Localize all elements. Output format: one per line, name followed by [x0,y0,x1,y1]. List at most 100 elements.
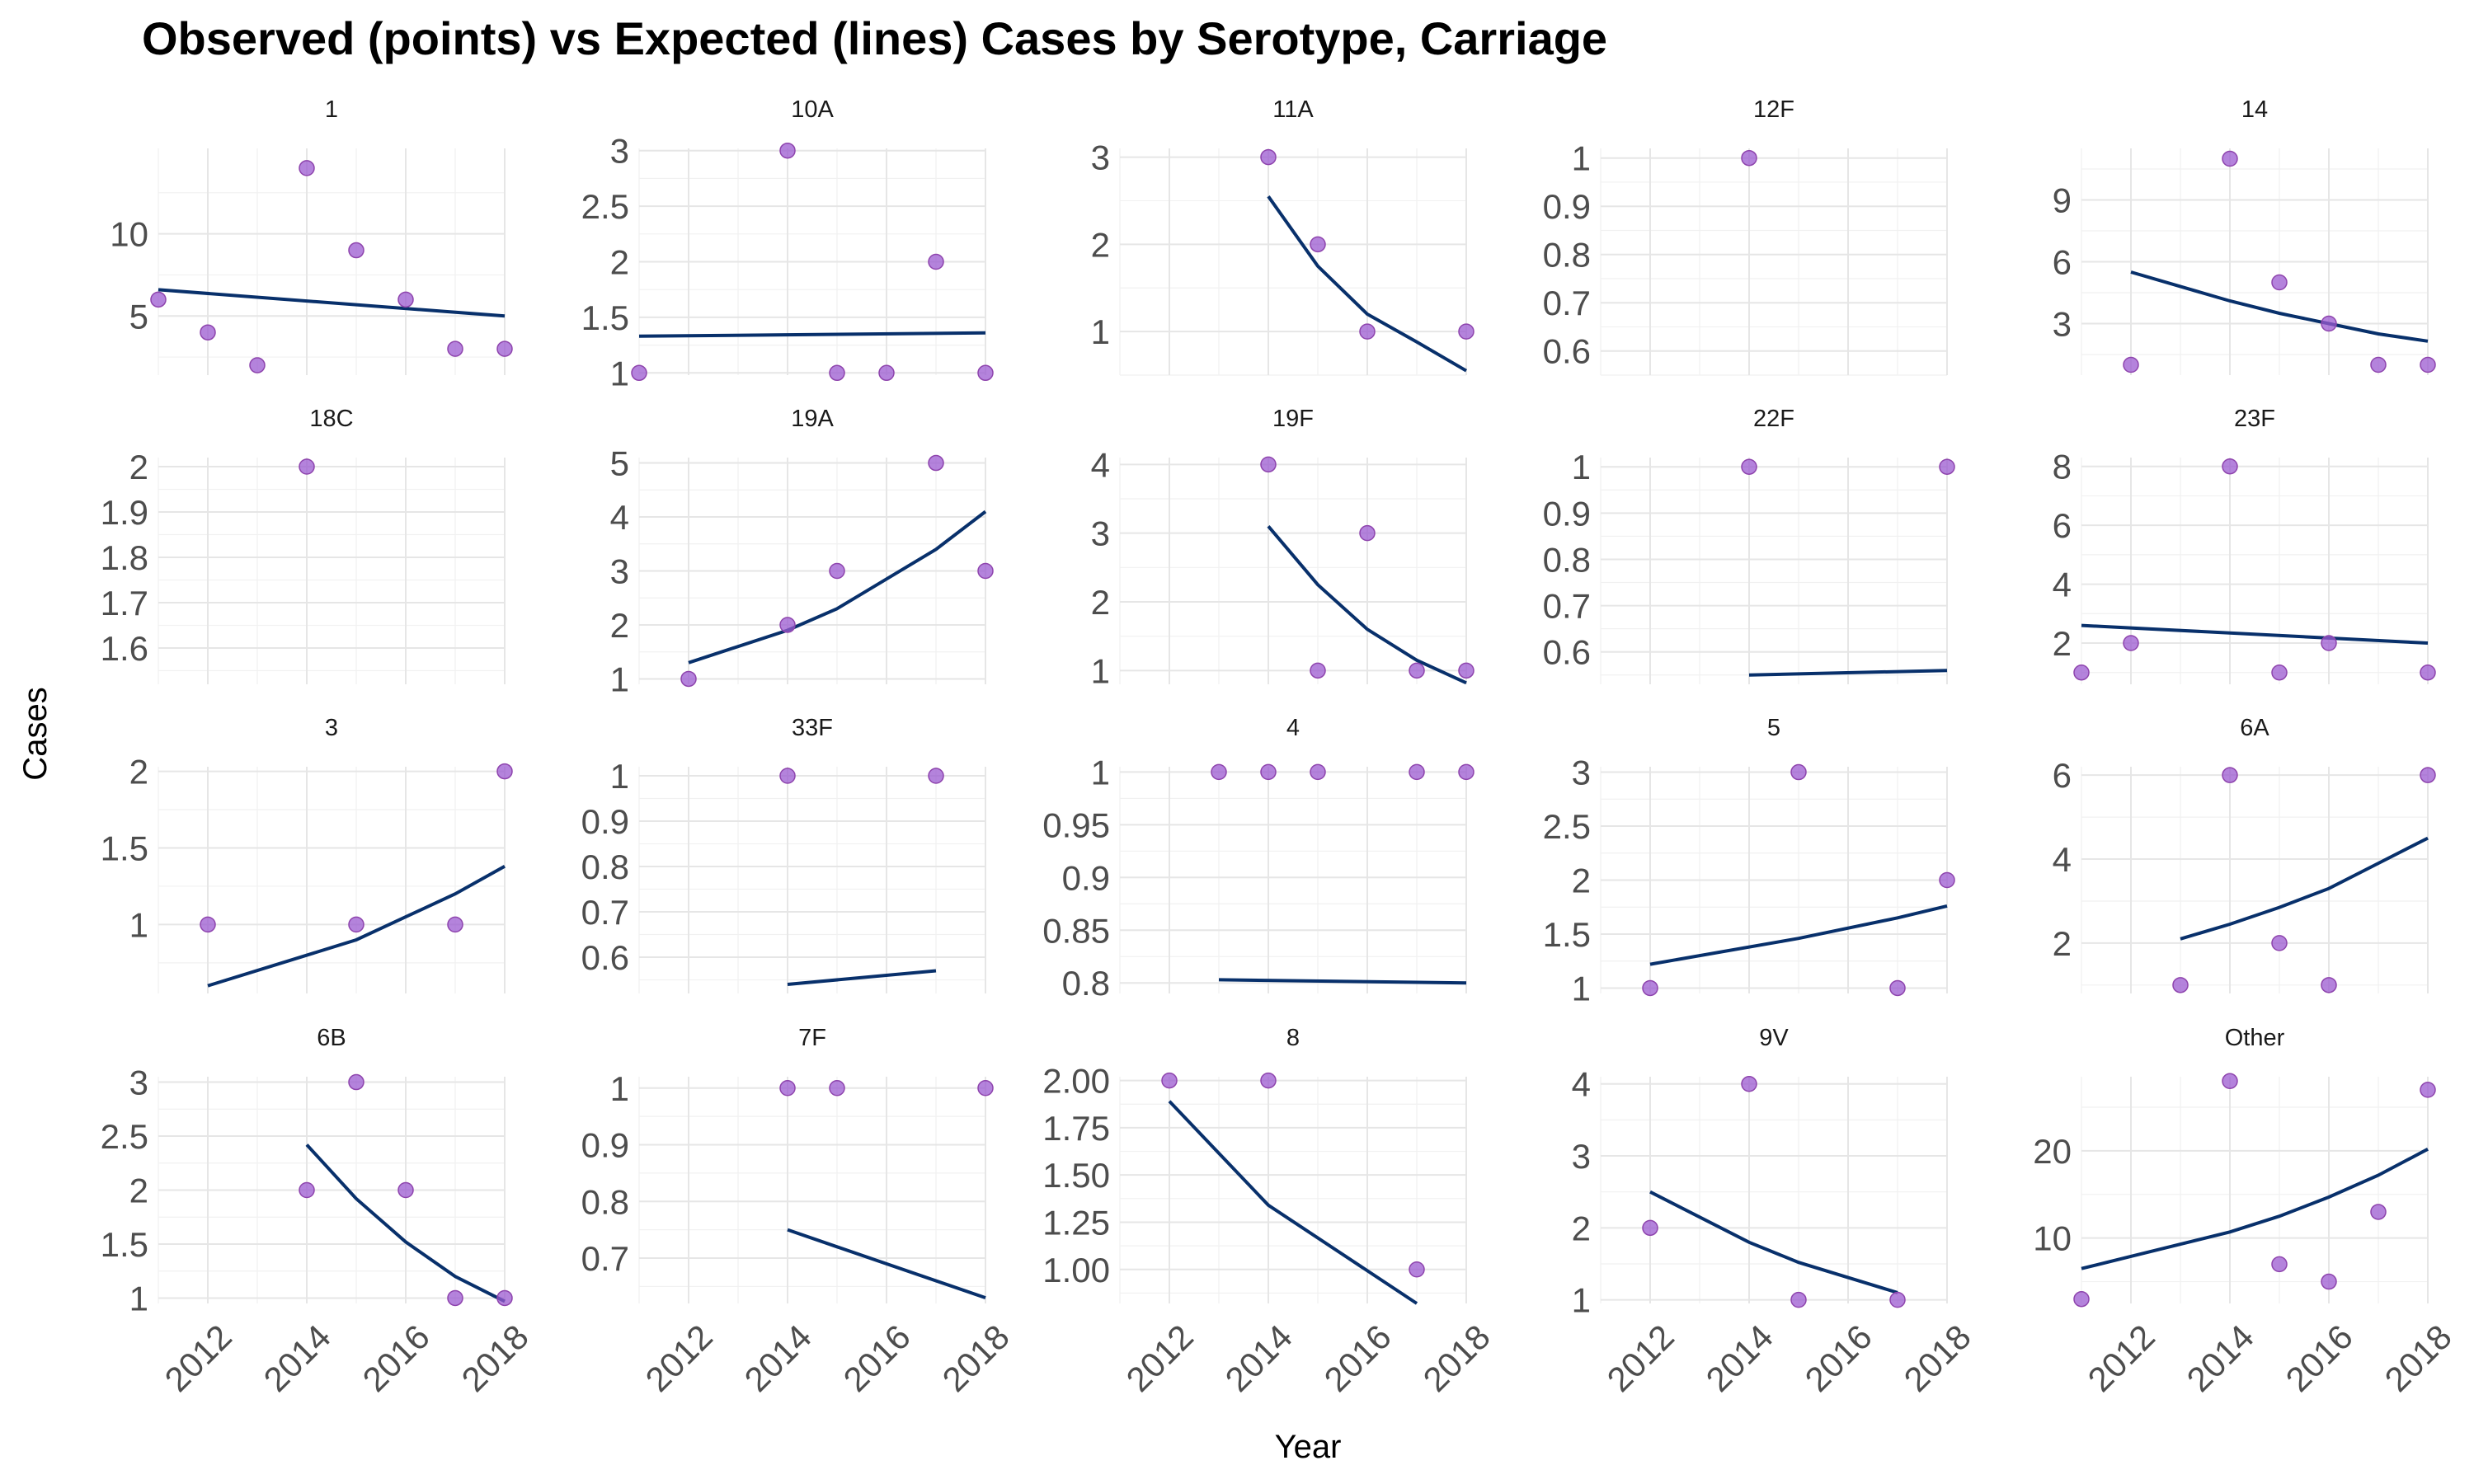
x-tick-label: 2012 [638,1317,720,1399]
y-tick-label: 10 [110,215,148,254]
y-tick-label: 0.6 [1543,332,1591,371]
facet-label: 7F [798,1025,826,1051]
y-axis-title: Cases [17,687,54,780]
observed-point [150,291,167,308]
y-tick-label: 0.7 [1543,284,1591,322]
y-tick-label: 6 [2053,506,2072,545]
expected-line [688,510,987,665]
observed-point [2222,1073,2238,1090]
observed-point [2321,635,2337,651]
x-tick-label: 2014 [256,1317,338,1399]
facet-label: 6B [317,1025,346,1051]
y-tick-label: 2 [610,606,629,645]
y-tick-label: 5 [129,297,148,336]
observed-point [1310,763,1326,781]
facet-label: 19A [791,406,834,432]
y-tick-label: 1 [610,354,629,392]
observed-point [1889,979,1906,997]
x-tick-label: 2012 [1600,1317,1681,1399]
observed-point [1939,458,1955,475]
y-tick-label: 3 [1091,514,1110,553]
y-tick-label: 1.25 [1042,1203,1110,1242]
y-tick-label: 4 [1091,445,1110,484]
observed-point [2222,150,2238,167]
y-tick-label: 0.7 [581,1239,629,1278]
facet-panel-6B: 6B 1 1.5 2 2.5 3 2012 2014 2016 2018 [101,1025,536,1399]
observed-point [928,253,944,270]
facet-panel-4: 4 0.8 0.85 0.9 0.95 1 [1042,715,1475,1003]
observed-point [1260,148,1277,166]
expected-line [1218,978,1467,985]
observed-point [1310,662,1326,679]
observed-point [2271,935,2288,951]
x-tick-label: 2018 [935,1317,1017,1399]
expected-line [787,1228,986,1299]
observed-point [2420,356,2436,373]
facet-label: 4 [1286,715,1300,741]
expected-line [1649,904,1948,966]
y-tick-label: 2 [610,243,629,282]
observed-point [977,562,994,580]
y-tick-label: 4 [2053,566,2072,604]
observed-point [397,1181,414,1199]
facet-label: Other [2225,1025,2285,1051]
y-tick-label: 1 [1572,969,1591,1007]
observed-point [779,768,796,784]
observed-point [1260,1072,1277,1089]
facet-panel-10A: 10A 1 1.5 2 2.5 3 [581,96,994,392]
observed-point [447,340,463,357]
facet-label: 11A [1272,96,1314,123]
observed-point [1161,1072,1178,1089]
facet-label: 23F [2234,406,2275,432]
observed-point [1310,236,1326,253]
y-tick-label: 2 [1572,1209,1591,1247]
expected-line [1267,525,1467,685]
facet-panel-12F: 12F 0.6 0.7 0.8 0.9 1 [1543,96,1948,376]
y-tick-label: 1.7 [101,584,148,622]
y-tick-label: 1.5 [1543,915,1591,954]
y-tick-label: 9 [2053,181,2072,220]
observed-point [2123,635,2139,651]
facet-panels: 151010A11.522.5311A12312F0.60.70.80.9114… [101,96,2459,1399]
observed-point [348,916,365,933]
y-tick-label: 1 [610,1069,629,1108]
y-tick-label: 1.5 [101,829,148,867]
y-tick-label: 0.8 [1062,964,1110,1003]
y-tick-label: 3 [2053,305,2072,344]
y-tick-label: 1.5 [101,1225,148,1264]
facet-panel-6A: 6A 2 4 6 [2053,715,2436,993]
observed-point [1790,763,1807,781]
y-tick-label: 2 [2053,924,2072,963]
y-tick-label: 8 [2053,448,2072,486]
observed-point [2370,1204,2387,1220]
x-tick-label: 2016 [1317,1317,1399,1399]
observed-point [348,242,365,259]
expected-line [1649,1190,1898,1294]
observed-point [2420,664,2436,681]
expected-line [2081,1148,2429,1270]
x-tick-label: 2012 [2081,1317,2162,1399]
observed-point [878,364,895,382]
facet-label: 5 [1767,715,1780,741]
chart-title: Observed (points) vs Expected (lines) Ca… [142,12,1607,64]
y-tick-label: 4 [610,498,629,537]
facet-panel-9V: 9V 1 2 3 4 2012 2014 2016 2018 [1572,1025,1978,1399]
x-tick-label: 2018 [1416,1317,1498,1399]
expected-line [1168,1100,1418,1305]
y-tick-label: 3 [1572,754,1591,792]
x-tick-label: 2016 [2279,1317,2360,1399]
x-tick-label: 2016 [355,1317,437,1399]
observed-point [829,562,845,580]
x-tick-label: 2014 [1699,1317,1780,1399]
observed-point [2370,356,2387,373]
observed-point [2073,664,2090,681]
observed-point [200,324,216,340]
observed-point [496,1289,513,1307]
facet-panel-11A: 11A 1 2 3 [1091,96,1475,376]
y-tick-label: 4 [2053,840,2072,879]
observed-point [299,160,315,176]
observed-point [928,454,944,472]
expected-line [158,288,506,318]
